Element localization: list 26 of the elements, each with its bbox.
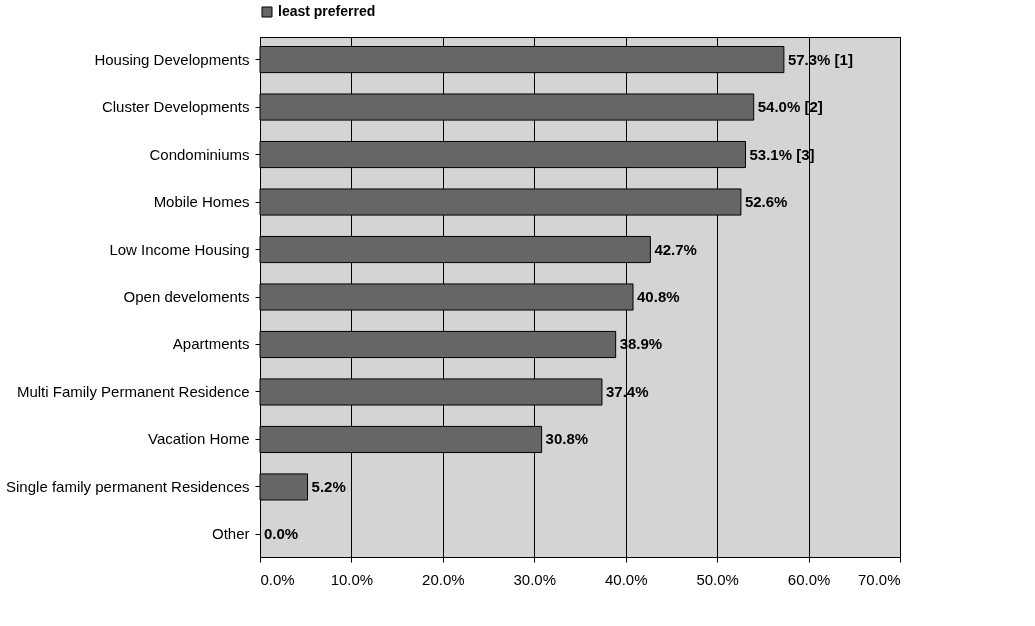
data-label: 5.2%: [311, 477, 346, 495]
y-tick-label: Other: [211, 525, 250, 543]
y-tick-label: Mobile Homes: [153, 193, 250, 211]
x-tick-label: 70.0%: [857, 570, 901, 588]
x-tick-label: 0.0%: [260, 570, 295, 588]
y-tick-label: Cluster Developments: [101, 98, 250, 116]
y-tick-label: Apartments: [172, 335, 250, 353]
data-label: 40.8%: [637, 288, 680, 305]
y-tick-label: Low Income Housing: [109, 240, 250, 258]
data-label: 30.8%: [545, 430, 589, 448]
y-tick-label: Single family permanent Residences: [6, 477, 250, 495]
y-tick-label: Condominiums: [149, 145, 250, 163]
y-tick-label: Housing Developments: [94, 50, 250, 68]
x-tick-label: 40.0%: [604, 570, 648, 588]
y-tick-label: Vacation Home: [148, 430, 250, 448]
x-tick-label: 50.0%: [696, 570, 739, 588]
y-tick-label: Open develoments: [123, 288, 250, 305]
x-tick-label: 20.0%: [422, 570, 465, 588]
x-tick-label: 30.0%: [513, 570, 557, 588]
data-label: 42.7%: [654, 240, 697, 258]
data-label: 52.6%: [744, 193, 788, 211]
legend-label: least preferred: [278, 3, 376, 19]
data-label: 0.0%: [264, 525, 299, 543]
x-tick-label: 60.0%: [787, 570, 831, 588]
x-tick-label: 10.0%: [330, 570, 374, 588]
y-tick-label: Multi Family Permanent Residence: [16, 382, 250, 400]
